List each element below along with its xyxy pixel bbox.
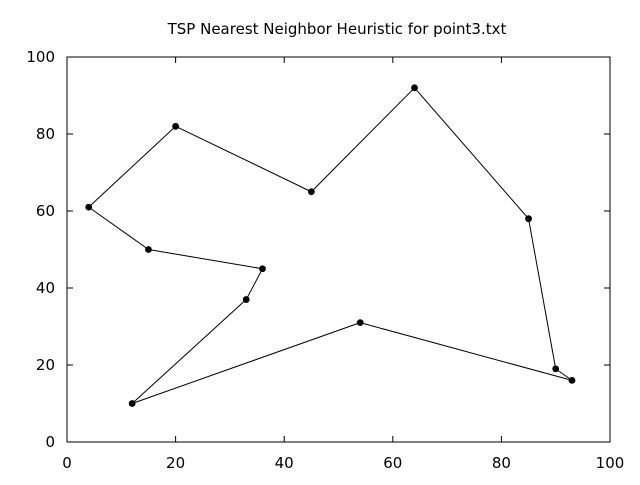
tour-segment [528,218,557,369]
tour-segment [310,87,415,193]
tour-segment [88,206,149,250]
tour-segment [245,268,263,300]
x-tick-label: 20 [166,454,185,472]
series-lines [88,87,573,404]
y-tick-label: 40 [36,279,55,297]
data-point [307,188,315,196]
tour-segment [148,249,263,270]
data-point [259,265,266,273]
axis-ticks: 0 20 40 60 80 100 0 20 40 60 80 100 [26,48,624,472]
data-point [242,296,250,303]
chart-title: TSP Nearest Neighbor Heuristic for point… [167,20,507,38]
y-tick-label: 60 [36,202,55,220]
tour-segment [131,322,361,404]
data-point [172,122,180,130]
data-point [411,84,418,92]
x-tick-label: 0 [62,454,72,472]
y-tick-label: 80 [36,125,55,143]
tour-segment [88,125,176,208]
data-point [85,203,93,211]
y-tick-label: 0 [45,433,55,451]
x-tick-label: 100 [596,454,625,472]
y-tick-label: 100 [26,48,55,66]
y-tick-label: 20 [36,356,55,374]
x-tick-label: 80 [492,454,511,472]
x-tick-label: 60 [383,454,402,472]
tour-segment [414,87,529,220]
x-tick-label: 40 [275,454,294,472]
data-point [356,319,364,327]
data-point [552,365,560,373]
tour-segment [360,322,573,381]
plot-frame [66,56,611,443]
tour-segment [131,299,247,404]
data-point [128,400,136,407]
series-points [85,84,576,407]
tour-segment [175,125,312,193]
data-point [568,377,576,384]
data-point [145,246,152,253]
data-point [525,215,532,223]
